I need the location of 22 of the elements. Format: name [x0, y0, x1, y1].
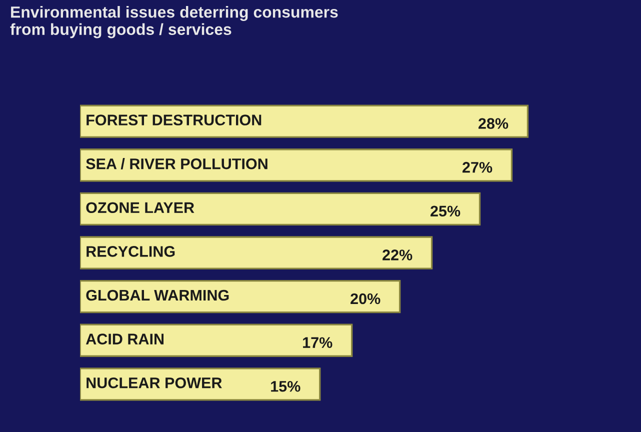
data-label: 20% [350, 293, 380, 304]
bar [80, 148, 513, 182]
y-tick-label: NUCLEAR POWER [86, 377, 222, 388]
bar [80, 192, 481, 226]
bar [80, 324, 353, 357]
y-tick-label: ACID RAIN [86, 334, 164, 344]
bar [80, 368, 321, 401]
bar [80, 104, 529, 138]
data-label: 15% [271, 381, 300, 392]
y-tick-label: RECYCLING [86, 246, 175, 257]
data-label: 28% [478, 118, 508, 129]
data-label: 27% [462, 162, 492, 173]
data-label: 17% [303, 337, 332, 348]
y-tick-label: OZONE LAYER [86, 202, 194, 214]
chart-title: Environmental issues deterring consumers from buying goods / services [10, 6, 338, 38]
bar [80, 280, 401, 314]
data-label: 22% [382, 250, 412, 260]
y-tick-label: GLOBAL WARMING [86, 290, 229, 301]
data-label: 25% [430, 206, 460, 217]
y-tick-label: SEA / RIVER POLLUTION [86, 158, 268, 170]
y-tick-label: FOREST DESTRUCTION [86, 114, 262, 126]
bar [80, 236, 433, 270]
